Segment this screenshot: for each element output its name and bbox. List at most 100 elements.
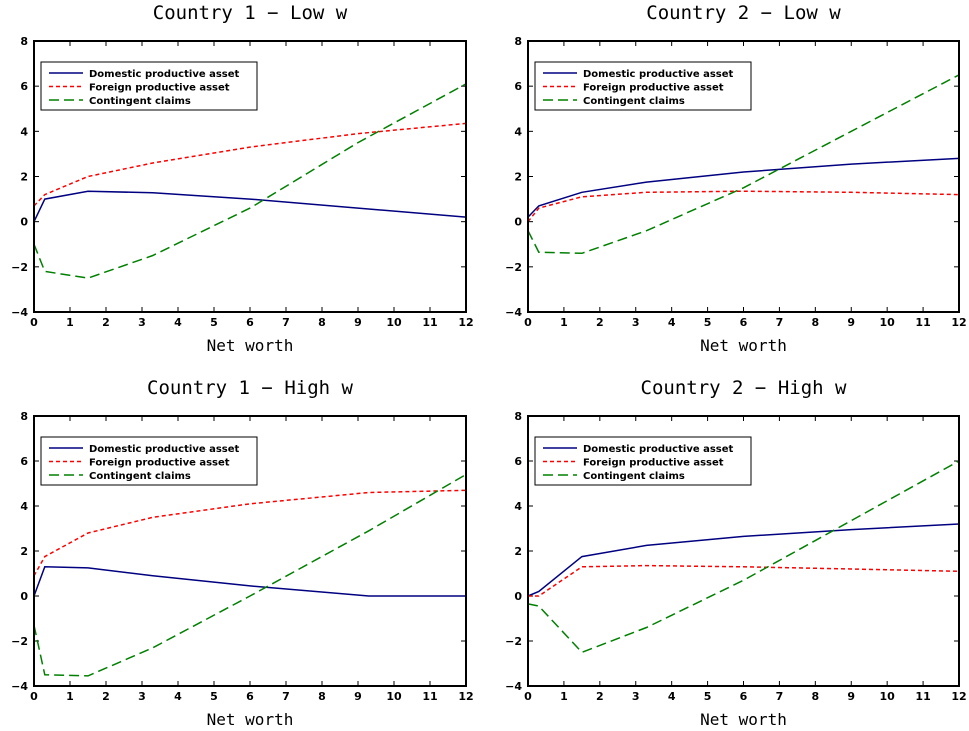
chart-title: Country 1 − High w <box>147 377 353 399</box>
x-tick-label: 12 <box>458 690 473 703</box>
x-tick-label: 6 <box>246 690 254 703</box>
x-tick-label: 0 <box>30 690 38 703</box>
y-tick-label: 2 <box>514 171 522 184</box>
x-tick-label: 0 <box>30 316 38 329</box>
series-line-1 <box>527 157 960 218</box>
x-tick-label: 8 <box>812 690 820 703</box>
legend-entry: Foreign productive asset <box>89 83 230 94</box>
y-tick-label: −2 <box>505 635 522 648</box>
series-line-2 <box>33 122 467 207</box>
x-axis-label: Net worth <box>207 336 294 355</box>
series-line-2 <box>33 489 467 577</box>
y-tick-label: 8 <box>20 410 28 423</box>
legend-entry: Contingent claims <box>89 471 191 482</box>
x-tick-label: 0 <box>524 690 532 703</box>
plot-frame <box>33 415 467 687</box>
y-tick-label: 4 <box>20 500 28 513</box>
x-tick-label: 5 <box>210 690 218 703</box>
x-tick-label: 3 <box>138 690 146 703</box>
y-tick-label: 4 <box>514 500 522 513</box>
series-line-2 <box>527 190 960 223</box>
series-line-2 <box>528 564 960 597</box>
y-tick-label: 4 <box>514 125 522 138</box>
x-tick-label: 7 <box>776 316 784 329</box>
x-tick-label: 11 <box>915 690 930 703</box>
legend-entry: Foreign productive asset <box>583 458 724 469</box>
plot-frame <box>527 40 960 313</box>
x-tick-label: 5 <box>210 316 218 329</box>
chart-title: Country 2 − High w <box>641 377 847 399</box>
x-tick-label: 1 <box>66 316 74 329</box>
x-tick-label: 10 <box>386 690 402 703</box>
x-tick-label: 4 <box>668 690 676 703</box>
x-tick-label: 5 <box>704 316 712 329</box>
legend-entry: Foreign productive asset <box>583 83 724 94</box>
series-line-3 <box>527 460 960 654</box>
x-tick-label: 8 <box>318 690 326 703</box>
x-tick-label: 8 <box>318 316 326 329</box>
x-tick-label: 12 <box>458 316 473 329</box>
x-tick-label: 12 <box>951 316 966 329</box>
x-tick-label: 11 <box>422 690 437 703</box>
series-line-3 <box>527 74 960 255</box>
x-tick-label: 0 <box>524 316 532 329</box>
plot-frame <box>527 415 960 687</box>
y-tick-label: 6 <box>514 455 522 468</box>
y-tick-label: 2 <box>20 545 28 558</box>
x-tick-label: 2 <box>596 690 604 703</box>
x-tick-label: 9 <box>354 316 362 329</box>
y-tick-label: −4 <box>11 306 28 319</box>
x-tick-label: 9 <box>847 690 855 703</box>
y-tick-label: 6 <box>20 80 28 93</box>
legend-entry: Contingent claims <box>89 96 191 107</box>
y-tick-label: −4 <box>505 306 522 319</box>
chart-title: Country 1 − Low w <box>153 2 348 24</box>
x-tick-label: 7 <box>282 690 290 703</box>
y-tick-label: 4 <box>20 125 28 138</box>
legend-entry: Contingent claims <box>583 471 685 482</box>
series-line-1 <box>33 190 467 223</box>
x-tick-label: 10 <box>880 690 896 703</box>
x-tick-label: 3 <box>632 316 640 329</box>
legend-entry: Domestic productive asset <box>583 69 734 80</box>
x-tick-label: 4 <box>174 316 182 329</box>
x-tick-label: 9 <box>354 690 362 703</box>
y-tick-label: 2 <box>514 545 522 558</box>
plot-frame <box>33 40 467 313</box>
y-tick-label: −4 <box>505 680 522 693</box>
y-tick-label: 6 <box>514 80 522 93</box>
x-tick-label: 10 <box>880 316 896 329</box>
y-tick-label: 0 <box>514 590 522 603</box>
x-tick-label: 1 <box>560 316 568 329</box>
y-tick-label: 8 <box>20 35 28 48</box>
x-tick-label: 2 <box>102 690 110 703</box>
x-axis-label: Net worth <box>207 710 294 729</box>
series-line-3 <box>33 473 467 677</box>
x-tick-label: 6 <box>740 316 748 329</box>
x-tick-label: 11 <box>915 316 930 329</box>
x-tick-label: 12 <box>951 690 966 703</box>
y-tick-label: −2 <box>505 261 522 274</box>
y-tick-label: 2 <box>20 171 28 184</box>
y-tick-label: 0 <box>514 216 522 229</box>
y-tick-label: 6 <box>20 455 28 468</box>
y-tick-label: −2 <box>11 635 28 648</box>
x-tick-label: 6 <box>246 316 254 329</box>
chart-panel-3: Country 1 − High w Net worth 0 1 2 3 4 5 6 7 8 9 10 1… <box>11 377 474 729</box>
y-tick-label: 0 <box>20 216 28 229</box>
y-tick-label: 0 <box>20 590 28 603</box>
x-tick-label: 10 <box>386 316 402 329</box>
x-tick-label: 9 <box>847 316 855 329</box>
y-tick-label: 8 <box>514 35 522 48</box>
chart-title: Country 2 − Low w <box>646 2 841 24</box>
x-tick-label: 3 <box>138 316 146 329</box>
legend-entry: Foreign productive asset <box>89 458 230 469</box>
x-tick-label: 1 <box>560 690 568 703</box>
x-tick-label: 5 <box>704 690 712 703</box>
x-tick-label: 3 <box>632 690 640 703</box>
x-axis-label: Net worth <box>700 710 787 729</box>
y-tick-label: −2 <box>11 261 28 274</box>
